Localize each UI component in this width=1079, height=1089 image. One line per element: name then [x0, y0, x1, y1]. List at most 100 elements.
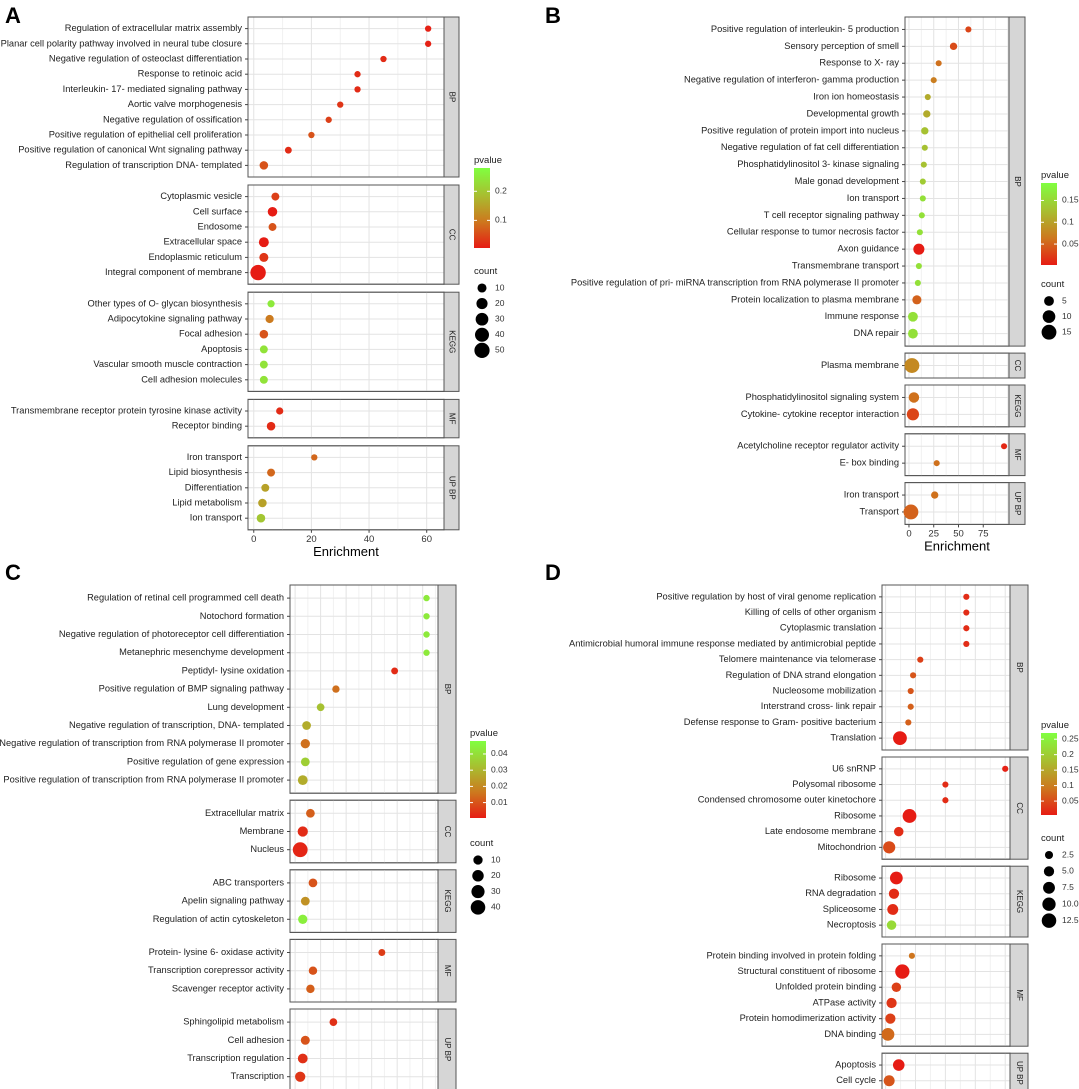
legend-pvalue-tick-label: 0.1 [495, 215, 507, 225]
facet-strip-label: CC [443, 826, 452, 838]
term-label: Integral component of membrane [105, 267, 242, 277]
data-point [259, 375, 268, 384]
legend-count-dot [475, 312, 489, 326]
data-point [883, 841, 896, 854]
data-point [893, 731, 907, 746]
facet-strip-label: KEGG [1013, 394, 1022, 417]
data-point [378, 949, 386, 956]
term-label: Positive regulation of transcription fro… [3, 775, 284, 785]
data-point [308, 878, 318, 888]
legend-pvalue-title: pvalue [474, 155, 502, 166]
data-point [942, 797, 949, 804]
data-point [284, 146, 292, 154]
term-label: Structural constituent of ribosome [738, 966, 877, 976]
data-point [380, 55, 387, 63]
legend-pvalue-tick-label: 0.2 [495, 186, 507, 196]
legend-count-dot [1043, 866, 1055, 877]
legend-pvalue-title: pvalue [1041, 720, 1069, 731]
term-label: Aortic valve morphogenesis [128, 99, 243, 109]
legend-pvalue: pvalue 0.1 0.2 [474, 155, 507, 248]
data-point [354, 86, 361, 93]
term-label: T cell receptor signaling pathway [764, 210, 900, 220]
data-point [885, 1013, 896, 1024]
facet-strip [1008, 384, 1026, 428]
facet-mf: MF Acetylcholine receptor regulator activ… [737, 433, 1026, 477]
facet-strip-label: CC [1013, 360, 1022, 372]
term-label: Regulation of extracellular matrix assem… [65, 23, 243, 33]
term-label: Transmembrane receptor protein tyrosine … [11, 405, 242, 415]
x-tick-label: 0 [906, 528, 911, 539]
facet-frame [904, 433, 1010, 477]
data-point [258, 237, 269, 248]
legend-count: count 2.5 5.0 7.5 10.0 12.5 [1041, 833, 1079, 928]
panel-label: C [5, 560, 21, 585]
term-label: U6 snRNP [832, 763, 876, 773]
term-label: Cytoplasmic vesicle [160, 191, 242, 201]
legend-pvalue: pvalue 0.01 0.02 0.03 0.04 [470, 728, 508, 818]
term-label: Transcription [231, 1071, 284, 1081]
term-label: Defense response to Gram- positive bacte… [684, 717, 876, 727]
data-point [912, 295, 922, 305]
facet-strip [443, 16, 460, 178]
legend-pvalue-tick-label: 0.25 [1062, 733, 1079, 743]
data-point [904, 358, 920, 373]
term-label: Cell surface [193, 206, 242, 216]
term-label: Transmembrane transport [792, 261, 900, 271]
data-point [268, 223, 277, 231]
facet-strip-label: BP [1013, 176, 1022, 187]
facet-frame [881, 584, 1011, 751]
legend-count-dot [471, 885, 485, 899]
facet-cc: CC Cytoplasmic vesicle Cell surface Endosom… [105, 184, 460, 285]
legend-count-label: 15 [1062, 326, 1072, 336]
facet-strip-label: BP [443, 684, 452, 695]
term-label: Planar cell polarity pathway involved in… [1, 38, 242, 48]
data-point [908, 311, 918, 322]
data-point [894, 826, 904, 837]
term-label: Negative regulation of transcription, DN… [69, 720, 284, 730]
term-label: Killing of cells of other organism [745, 607, 877, 617]
term-label: Sensory perception of smell [784, 41, 899, 51]
legend-pvalue-tick-label: 0.15 [1062, 195, 1079, 205]
legend-pvalue-tick-label: 0.01 [491, 797, 508, 807]
data-point [908, 392, 920, 403]
facet-kegg: KEGG Phosphatidylinositol signaling syste… [741, 384, 1026, 428]
facet-frame [904, 384, 1010, 428]
data-point [259, 360, 268, 369]
x-tick-label: 25 [928, 528, 939, 539]
data-point [931, 491, 939, 499]
facet-strip [1009, 756, 1029, 860]
facet-frame [247, 16, 445, 178]
term-label: Transcription regulation [187, 1053, 284, 1063]
data-point [906, 408, 920, 421]
data-point [250, 264, 266, 281]
facet-strip [1008, 352, 1026, 379]
data-point [300, 1035, 310, 1045]
data-point [271, 192, 280, 201]
data-point [267, 300, 275, 308]
data-point [908, 952, 915, 959]
facet-strip-label: KEGG [447, 330, 456, 353]
term-label: Positive regulation of canonical Wnt sig… [18, 145, 242, 155]
data-point [300, 757, 310, 767]
legend-count-label: 10.0 [1062, 898, 1079, 908]
term-label: Vascular smooth muscle contraction [93, 359, 242, 369]
legend-count-dot [1044, 296, 1054, 306]
term-label: Negative regulation of transcription fro… [0, 738, 284, 748]
facet-strip [437, 1008, 457, 1089]
facet-bp: BP Regulation of retinal cell programmed … [0, 584, 457, 794]
data-point [920, 161, 927, 168]
term-label: Iron transport [844, 490, 900, 500]
term-label: Axon guidance [837, 244, 899, 254]
legend-pvalue-tick-label: 0.02 [491, 781, 508, 791]
data-point [259, 161, 269, 170]
data-point [886, 997, 897, 1009]
term-label: Endosome [198, 221, 242, 231]
term-label: Lung development [208, 702, 285, 712]
x-tick-label: 50 [953, 528, 964, 539]
data-point [261, 483, 270, 492]
term-label: Ion transport [190, 513, 243, 523]
facet-strip [1009, 865, 1029, 938]
facet-strip [443, 445, 460, 531]
term-label: Iron transport [187, 452, 243, 462]
